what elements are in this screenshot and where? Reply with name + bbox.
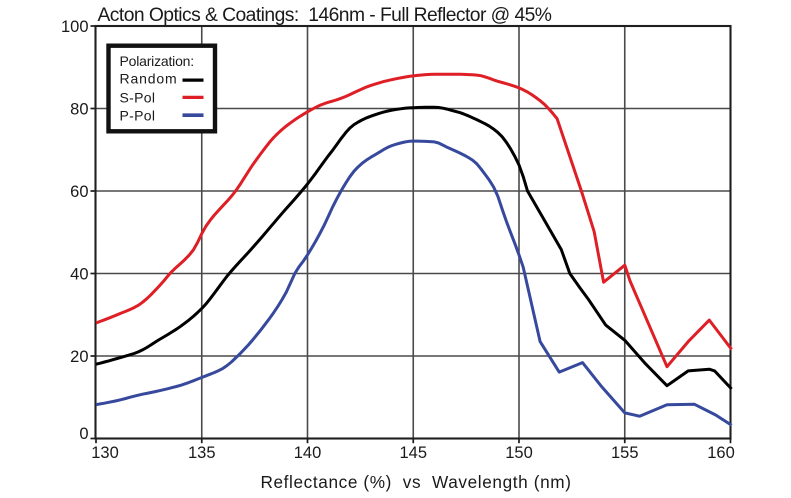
svg-text:130: 130 [91, 444, 119, 462]
svg-text:20: 20 [70, 348, 88, 366]
svg-text:150: 150 [505, 444, 533, 462]
svg-text:80: 80 [70, 100, 88, 118]
svg-text:155: 155 [611, 444, 639, 462]
svg-text:135: 135 [188, 444, 216, 462]
svg-text:Acton Optics & Coatings: 146n: Acton Optics & Coatings: 146nm - Full Re… [98, 5, 552, 26]
svg-text:S-Pol: S-Pol [120, 89, 156, 105]
svg-text:0: 0 [79, 425, 88, 443]
svg-text:Reflectance (%) vs Wavelengt: Reflectance (%) vs Wavelength (nm) [260, 472, 571, 492]
svg-text:P-Pol: P-Pol [120, 107, 156, 123]
svg-text:40: 40 [70, 265, 88, 283]
svg-text:100: 100 [61, 18, 89, 36]
svg-text:Polarization:: Polarization: [120, 53, 194, 69]
svg-text:160: 160 [707, 444, 735, 462]
svg-text:Random: Random [120, 71, 178, 87]
svg-text:60: 60 [70, 183, 88, 201]
svg-text:145: 145 [399, 444, 427, 462]
svg-text:140: 140 [294, 444, 322, 462]
